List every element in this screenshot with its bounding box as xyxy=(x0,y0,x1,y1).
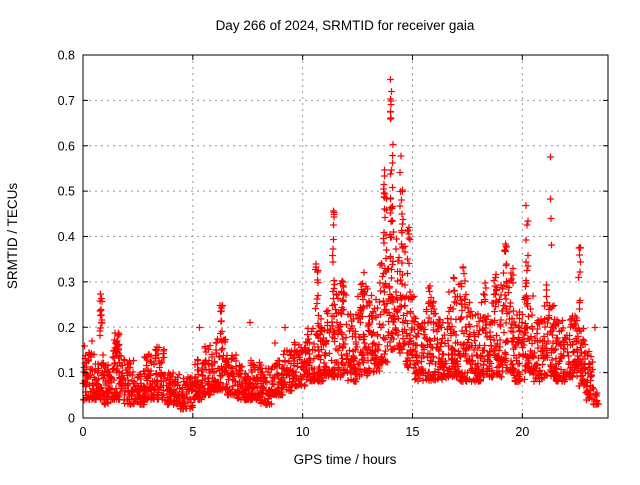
x-tick-label: 15 xyxy=(406,425,420,439)
data-points xyxy=(79,76,602,413)
y-axis-title: SRMTID / TECUs xyxy=(5,183,20,290)
scatter-markers xyxy=(79,76,602,413)
y-tick-label: 0.5 xyxy=(58,185,75,199)
y-tick-label: 0.6 xyxy=(58,139,75,153)
x-axis-title: GPS time / hours xyxy=(294,452,397,467)
tick-labels: 0 5 10 15 20 0 0.1 0.2 0.3 0.4 0.5 0.6 0.7 0.8 xyxy=(58,49,530,440)
y-tick-label: 0 xyxy=(68,412,75,426)
y-tick-label: 0.3 xyxy=(58,275,75,289)
x-tick-label: 20 xyxy=(515,425,529,439)
axis-ticks xyxy=(82,54,608,419)
y-tick-label: 0.7 xyxy=(58,94,75,108)
grid-lines xyxy=(83,55,608,418)
y-tick-label: 0.4 xyxy=(58,230,75,244)
x-tick-label: 5 xyxy=(189,425,196,439)
y-tick-label: 0.1 xyxy=(58,366,75,380)
x-tick-label: 10 xyxy=(296,425,310,439)
y-tick-label: 0.2 xyxy=(58,321,75,335)
chart-title: Day 266 of 2024, SRMTID for receiver gai… xyxy=(216,18,475,33)
x-tick-label: 0 xyxy=(80,425,87,439)
y-tick-label: 0.8 xyxy=(58,49,75,63)
